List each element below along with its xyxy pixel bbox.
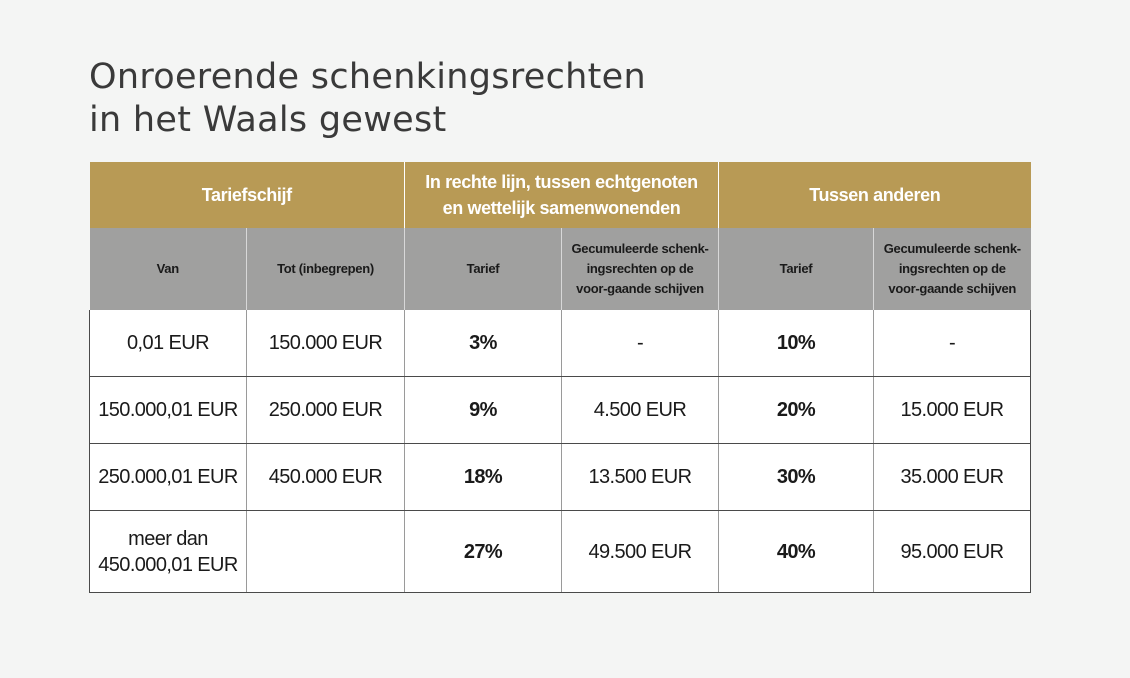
column-header-tot: Tot (inbegrepen) (246, 228, 405, 310)
column-header-tarief-anderen: Tarief (718, 228, 874, 310)
cell-tarief-rechte-lijn: 18% (404, 443, 562, 511)
cell-tot: 150.000 EUR (246, 310, 405, 377)
cell-tot: 250.000 EUR (246, 376, 405, 444)
title-line-1: Onroerende schenkingsrechten (89, 57, 646, 97)
cell-tot: 450.000 EUR (246, 443, 405, 511)
cell-gecumuleerd-anderen: - (873, 310, 1032, 377)
sub-header-row: Van Tot (inbegrepen) Tarief Gecumuleerde… (89, 228, 1031, 310)
column-header-van: Van (89, 228, 247, 310)
group-header-row: Tariefschijf In rechte lijn, tussen echt… (89, 162, 1031, 228)
table-row: 0,01 EUR 150.000 EUR 3% - 10% - (89, 310, 1032, 377)
cell-tarief-anderen: 30% (718, 443, 874, 511)
group-header-tussen-anderen: Tussen anderen (718, 162, 1031, 228)
table-row: 150.000,01 EUR 250.000 EUR 9% 4.500 EUR … (89, 376, 1032, 444)
column-header-tarief-rechte-lijn: Tarief (404, 228, 562, 310)
group-header-tariefschijf: Tariefschijf (89, 162, 405, 228)
cell-tarief-rechte-lijn: 9% (404, 376, 562, 444)
cell-van: meer dan 450.000,01 EUR (89, 510, 247, 593)
cell-tot (246, 510, 405, 593)
cell-tarief-anderen: 20% (718, 376, 874, 444)
cell-van: 0,01 EUR (89, 310, 247, 377)
cell-tarief-rechte-lijn: 3% (404, 310, 562, 377)
cell-gecumuleerd-anderen: 95.000 EUR (873, 510, 1032, 593)
cell-gecumuleerd-anderen: 35.000 EUR (873, 443, 1032, 511)
column-header-gecumuleerd-rechte-lijn: Gecumuleerde schenk-ingsrechten op de vo… (561, 228, 719, 310)
title-line-2: in het Waals gewest (89, 100, 447, 140)
cell-tarief-anderen: 10% (718, 310, 874, 377)
column-header-gecumuleerd-anderen: Gecumuleerde schenk-ingsrechten op de vo… (873, 228, 1031, 310)
cell-van: 150.000,01 EUR (89, 376, 247, 444)
cell-gecumuleerd-rechte-lijn: 49.500 EUR (561, 510, 719, 593)
table-row: meer dan 450.000,01 EUR 27% 49.500 EUR 4… (89, 510, 1032, 593)
cell-tarief-rechte-lijn: 27% (404, 510, 562, 593)
tax-rate-table: Tariefschijf In rechte lijn, tussen echt… (89, 162, 1032, 593)
cell-gecumuleerd-rechte-lijn: - (561, 310, 719, 377)
cell-gecumuleerd-rechte-lijn: 13.500 EUR (561, 443, 719, 511)
cell-van: 250.000,01 EUR (89, 443, 247, 511)
cell-tarief-anderen: 40% (718, 510, 874, 593)
cell-gecumuleerd-anderen: 15.000 EUR (873, 376, 1032, 444)
group-header-rechte-lijn: In rechte lijn, tussen echtgenoten en we… (404, 162, 719, 228)
page-title: Onroerende schenkingsrechten in het Waal… (89, 56, 646, 142)
cell-gecumuleerd-rechte-lijn: 4.500 EUR (561, 376, 719, 444)
table-row: 250.000,01 EUR 450.000 EUR 18% 13.500 EU… (89, 443, 1032, 511)
